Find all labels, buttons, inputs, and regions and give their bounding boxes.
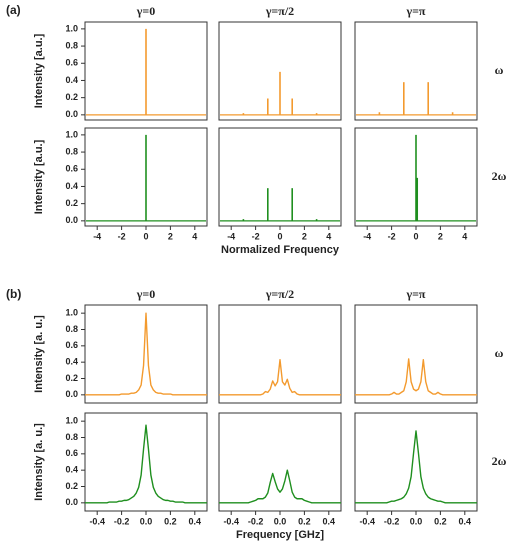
plot-frame — [354, 304, 478, 404]
y-tick-label: 0.6 — [65, 58, 78, 68]
x-tick-label: -4 — [93, 231, 101, 241]
y-axis-label: Intensity [a.u.] — [33, 139, 45, 214]
y-axis-label: Intensity [a. u.] — [33, 423, 45, 501]
plot-frame — [218, 304, 342, 404]
x-tick-label: 4 — [462, 231, 467, 241]
row-label: ω — [495, 346, 504, 360]
column-title: γ=0 — [136, 287, 155, 301]
plot-frame — [218, 21, 342, 121]
x-tick-label: 2 — [168, 231, 173, 241]
y-tick-label: 0.2 — [65, 373, 78, 383]
x-tick-label: 0.0 — [410, 516, 423, 526]
x-tick-label: -0.2 — [248, 516, 264, 526]
y-tick-label: 0.6 — [65, 448, 78, 458]
y-tick-label: 0.0 — [65, 497, 78, 507]
y-tick-label: 0.2 — [65, 481, 78, 491]
x-tick-label: -2 — [388, 231, 396, 241]
row-label: ω — [495, 63, 504, 77]
spectrum-line — [355, 358, 477, 396]
column-title: γ=π — [405, 4, 425, 18]
x-tick-label: 2 — [438, 231, 443, 241]
spectrum-line — [85, 312, 207, 396]
y-tick-label: 1.0 — [65, 308, 78, 318]
spectrum-line — [355, 430, 477, 504]
y-tick-label: 0.4 — [65, 75, 78, 85]
x-axis-label: Frequency [GHz] — [236, 529, 324, 541]
y-tick-label: 0.8 — [65, 324, 78, 334]
y-axis-label: Intensity [a. u.] — [33, 315, 45, 393]
y-tick-label: 0.6 — [65, 340, 78, 350]
y-tick-label: 0.0 — [65, 215, 78, 225]
x-tick-label: -0.4 — [223, 516, 239, 526]
y-tick-label: 1.0 — [65, 129, 78, 139]
x-tick-label: 4 — [326, 231, 331, 241]
x-tick-label: 0.2 — [434, 516, 447, 526]
y-tick-label: 0.8 — [65, 432, 78, 442]
x-tick-label: -4 — [363, 231, 371, 241]
column-title: γ=π — [405, 287, 425, 301]
plot-frame — [354, 21, 478, 121]
spectrum-line — [219, 359, 341, 396]
plot-frame — [84, 304, 208, 404]
y-tick-label: 0.2 — [65, 92, 78, 102]
column-title: γ=π/2 — [265, 4, 294, 18]
x-tick-label: -2 — [252, 231, 260, 241]
panel-label: (a) — [6, 3, 21, 17]
x-tick-label: 0.0 — [140, 516, 153, 526]
y-tick-label: 0.4 — [65, 181, 78, 191]
x-tick-label: 0.2 — [164, 516, 177, 526]
panel-label: (b) — [6, 287, 21, 301]
column-title: γ=0 — [136, 4, 155, 18]
x-tick-label: 0 — [413, 231, 418, 241]
x-tick-label: 0.0 — [274, 516, 287, 526]
x-tick-label: -4 — [227, 231, 235, 241]
spectrum-line — [85, 424, 207, 504]
y-tick-label: 0.6 — [65, 164, 78, 174]
y-axis-label: Intensity [a.u.] — [33, 33, 45, 108]
x-tick-label: 0.4 — [323, 516, 336, 526]
y-tick-label: 0.0 — [65, 389, 78, 399]
y-tick-label: 1.0 — [65, 416, 78, 426]
y-tick-label: 1.0 — [65, 23, 78, 33]
x-tick-label: 0 — [143, 231, 148, 241]
x-tick-label: 0.4 — [189, 516, 202, 526]
x-tick-label: 4 — [192, 231, 197, 241]
x-tick-label: 0.2 — [298, 516, 311, 526]
x-tick-label: -2 — [118, 231, 126, 241]
x-tick-label: -0.4 — [359, 516, 375, 526]
plot-frame — [84, 21, 208, 121]
y-tick-label: 0.4 — [65, 465, 78, 475]
x-tick-label: 0 — [277, 231, 282, 241]
y-tick-label: 0.8 — [65, 40, 78, 50]
spectrum-line — [219, 469, 341, 504]
x-tick-label: -0.4 — [89, 516, 105, 526]
x-tick-label: 0.4 — [459, 516, 472, 526]
y-tick-label: 0.8 — [65, 146, 78, 156]
x-tick-label: -0.2 — [114, 516, 130, 526]
y-tick-label: 0.4 — [65, 357, 78, 367]
x-tick-label: -0.2 — [384, 516, 400, 526]
x-axis-label: Normalized Frequency — [221, 244, 340, 256]
y-tick-label: 0.0 — [65, 109, 78, 119]
column-title: γ=π/2 — [265, 287, 294, 301]
y-tick-label: 0.2 — [65, 198, 78, 208]
x-tick-label: 2 — [302, 231, 307, 241]
row-label: 2ω — [492, 169, 507, 183]
row-label: 2ω — [492, 454, 507, 468]
